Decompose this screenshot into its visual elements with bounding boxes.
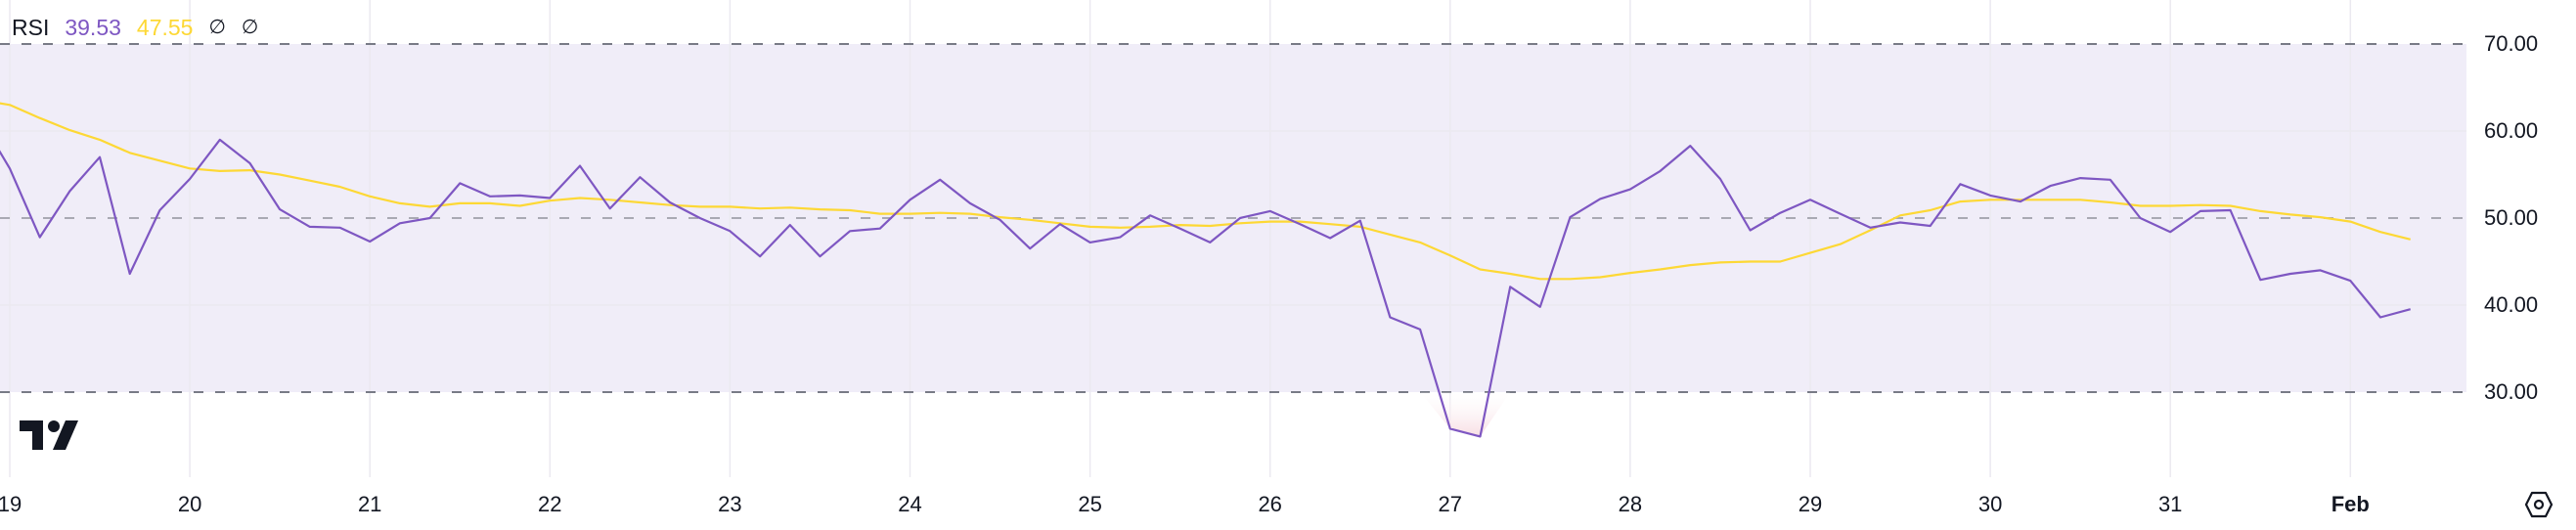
x-tick-label: 22 <box>538 492 562 516</box>
rsi-ma-line <box>0 102 2411 281</box>
empty-value-icon: ∅ <box>241 17 259 38</box>
x-tick-label: 30 <box>1977 492 2003 516</box>
x-tick-label: 23 <box>718 492 742 516</box>
x-tick-label: 27 <box>1438 492 1463 516</box>
y-tick-label: 30.00 <box>2484 379 2539 404</box>
indicator-legend[interactable]: RSI 39.53 47.55 ∅ ∅ <box>12 13 258 42</box>
x-tick-label: 19 <box>0 492 22 516</box>
rsi-value: 39.53 <box>65 15 121 40</box>
y-tick-label: 50.00 <box>2484 205 2539 230</box>
rsi-line <box>0 138 2411 438</box>
vertical-gridlines <box>9 0 2352 477</box>
rsi-ma-value: 47.55 <box>136 15 194 40</box>
tradingview-logo[interactable] <box>20 420 78 452</box>
y-tick-label: 70.00 <box>2484 31 2539 56</box>
x-tick-label: Feb <box>2331 492 2370 516</box>
x-tick-label: 21 <box>357 492 382 516</box>
x-tick-label: 20 <box>177 492 202 516</box>
oversold-fill-area <box>0 392 2411 437</box>
x-tick-label: 31 <box>2157 492 2183 516</box>
x-tick-label: 24 <box>898 492 922 516</box>
y-tick-label: 40.00 <box>2484 292 2539 317</box>
horizontal-gridlines <box>0 130 2466 306</box>
settings-hex-icon[interactable] <box>2524 491 2554 518</box>
band-lines <box>0 43 2466 393</box>
x-tick-label: 25 <box>1078 492 1102 516</box>
x-tick-label: 26 <box>1258 492 1282 516</box>
x-tick-label: 29 <box>1798 492 1823 516</box>
x-tick-label: 28 <box>1618 492 1643 516</box>
y-tick-label: 60.00 <box>2484 118 2539 143</box>
indicator-title[interactable]: RSI <box>12 15 50 40</box>
empty-value-icon: ∅ <box>208 17 226 38</box>
